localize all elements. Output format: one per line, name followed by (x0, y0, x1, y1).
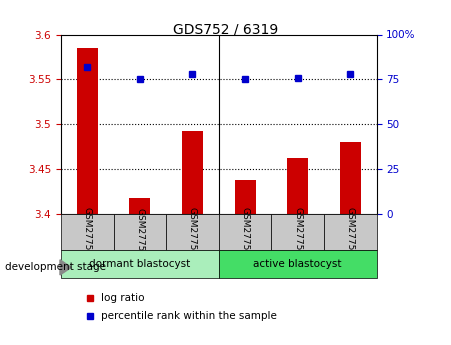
Text: GDS752 / 6319: GDS752 / 6319 (173, 22, 278, 37)
Text: GSM27754: GSM27754 (135, 207, 144, 257)
Text: development stage: development stage (5, 263, 106, 272)
Bar (272, 214, 324, 250)
Text: GSM27758: GSM27758 (346, 207, 355, 257)
Text: GSM27755: GSM27755 (188, 207, 197, 257)
Bar (77, 48, 98, 214)
Text: log ratio: log ratio (101, 294, 145, 303)
Text: GSM27753: GSM27753 (83, 207, 92, 257)
Bar (129, 198, 150, 214)
Bar (235, 180, 256, 214)
Bar (219, 250, 377, 278)
Bar (166, 214, 219, 250)
Bar (324, 214, 377, 250)
Text: GSM27756: GSM27756 (240, 207, 249, 257)
Bar (182, 131, 203, 214)
Bar (114, 214, 166, 250)
Polygon shape (60, 260, 71, 275)
Text: active blastocyst: active blastocyst (253, 259, 342, 269)
Bar (61, 214, 114, 250)
Text: percentile rank within the sample: percentile rank within the sample (101, 311, 277, 321)
Bar (287, 158, 308, 214)
Bar (219, 214, 272, 250)
Bar (61, 250, 219, 278)
Bar (340, 142, 361, 214)
Text: GSM27757: GSM27757 (293, 207, 302, 257)
Text: dormant blastocyst: dormant blastocyst (89, 259, 190, 269)
